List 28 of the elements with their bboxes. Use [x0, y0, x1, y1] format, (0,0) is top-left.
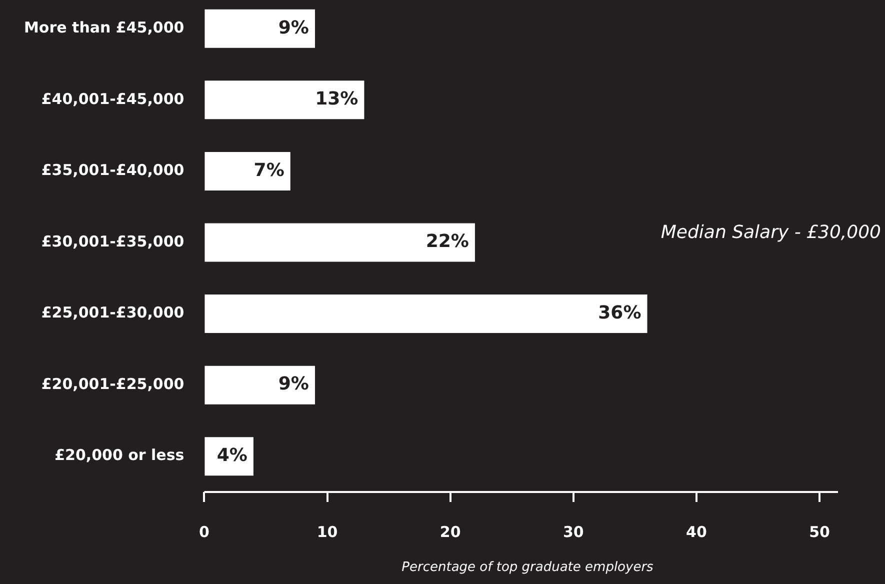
- x-axis-title: Percentage of top graduate employers: [400, 560, 654, 575]
- bar: [204, 9, 315, 48]
- annotation: Median Salary - £30,000: [660, 222, 881, 243]
- y-tick-label: £35,001-£40,000: [41, 161, 184, 180]
- data-label: 22%: [426, 231, 469, 252]
- bar: [204, 366, 315, 404]
- bar: [204, 152, 290, 190]
- y-tick-label: £20,000 or less: [54, 446, 184, 464]
- x-tick-label: 40: [686, 522, 707, 541]
- x-tick-label: 50: [809, 522, 830, 541]
- x-tick-label: 30: [562, 522, 584, 541]
- data-label: 4%: [216, 445, 248, 466]
- y-tick-label: £25,001-£30,000: [41, 304, 184, 322]
- y-tick-label: £20,001-£25,000: [41, 374, 184, 393]
- x-tick-label: 20: [440, 522, 461, 541]
- data-label: 9%: [278, 374, 309, 395]
- data-label: 13%: [315, 88, 358, 110]
- bar: [204, 80, 364, 120]
- y-tick-label: £40,001-£45,000: [41, 90, 184, 108]
- x-tick-label: 10: [316, 522, 338, 541]
- y-tick-label: £30,001-£35,000: [41, 232, 184, 250]
- x-tick-label: 0: [199, 522, 210, 541]
- bar: [204, 294, 648, 334]
- bar: [204, 223, 475, 262]
- data-label: 7%: [254, 160, 284, 181]
- data-label: 36%: [598, 302, 642, 324]
- data-label: 9%: [278, 17, 309, 38]
- y-tick-label: More than £45,000: [24, 18, 184, 37]
